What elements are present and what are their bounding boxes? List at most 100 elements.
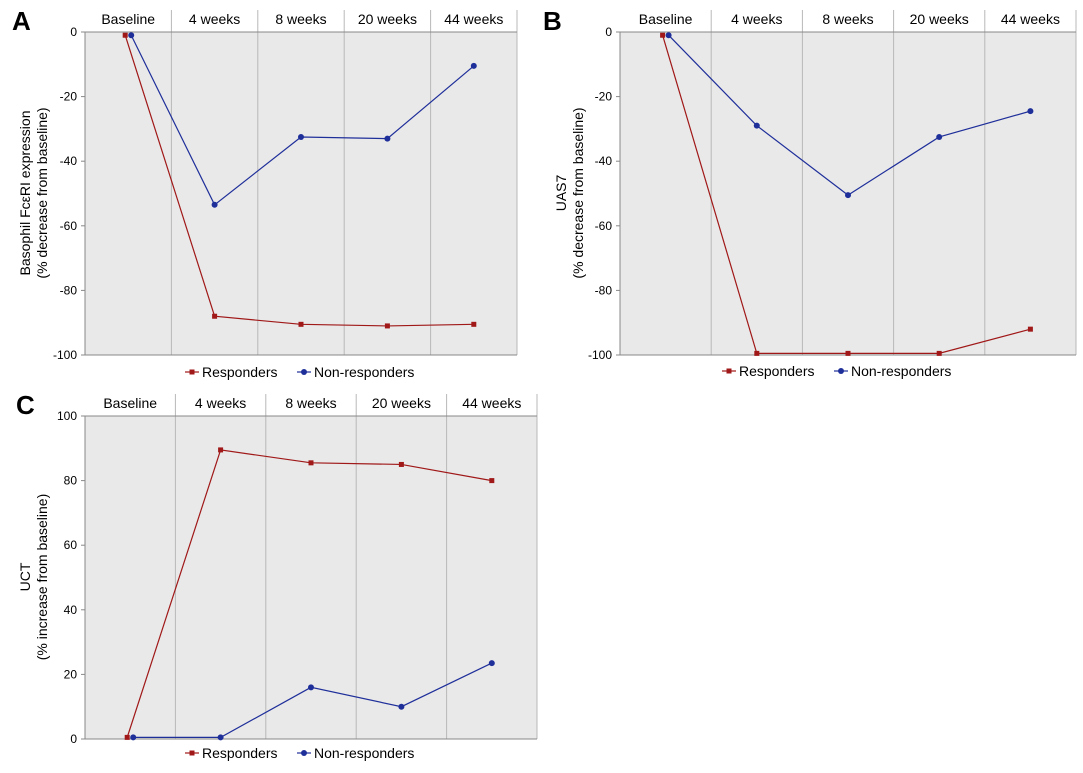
category-label: 4 weeks [195, 395, 246, 411]
legend-label-non-responders: Non-responders [314, 745, 414, 761]
legend: Responders Non-responders [722, 363, 951, 379]
data-point [845, 350, 851, 356]
data-point [298, 133, 304, 140]
y-axis-title: Basophil FcεRI expression(% decrease fro… [17, 107, 50, 278]
data-point [218, 447, 224, 453]
data-point [754, 350, 760, 356]
legend-marker-responders [726, 368, 732, 374]
category-label: 44 weeks [1001, 11, 1060, 27]
category-label: 8 weeks [822, 11, 873, 27]
y-tick-label: 20 [64, 667, 78, 681]
data-point [489, 478, 495, 484]
data-point [845, 192, 851, 199]
y-axis-title-line2: (% decrease from baseline) [570, 107, 586, 278]
y-tick-label: -60 [60, 219, 78, 233]
y-tick-label: -80 [60, 283, 78, 297]
category-label: Baseline [101, 11, 155, 27]
data-point [753, 122, 760, 129]
y-axis-title-line1: UAS7 [553, 175, 569, 212]
legend-marker-non-responders [838, 368, 844, 374]
y-tick-label: -20 [595, 90, 613, 104]
series-responders [124, 447, 495, 740]
y-tick-label: -40 [60, 154, 78, 168]
category-label: 20 weeks [372, 395, 431, 411]
category-label: 20 weeks [358, 11, 417, 27]
category-label: 8 weeks [285, 395, 336, 411]
data-point [936, 350, 942, 356]
series-responders [660, 32, 1033, 356]
legend-label-responders: Responders [202, 745, 278, 761]
legend: Responders Non-responders [185, 364, 414, 380]
category-label: 4 weeks [731, 11, 782, 27]
legend-label-responders: Responders [739, 363, 815, 379]
legend-label-non-responders: Non-responders [851, 363, 951, 379]
y-tick-label: 0 [70, 732, 77, 746]
data-point [1027, 326, 1033, 332]
legend: Responders Non-responders [185, 745, 414, 761]
category-label: 44 weeks [444, 11, 503, 27]
y-axis-title-line1: Basophil FcεRI expression [17, 111, 33, 276]
data-point [660, 32, 666, 38]
y-tick-label: -20 [60, 90, 78, 104]
legend-label-non-responders: Non-responders [314, 364, 414, 380]
y-tick-label: -60 [595, 219, 613, 233]
y-tick-label: 80 [64, 474, 78, 488]
y-tick-label: -80 [595, 283, 613, 297]
category-label: 44 weeks [462, 395, 521, 411]
data-point [124, 734, 130, 740]
data-point [212, 313, 218, 319]
series-non-responders [665, 32, 1034, 199]
category-label: 4 weeks [189, 11, 240, 27]
panel-letter: B [543, 6, 562, 36]
y-axis-title-line1: UCT [17, 562, 33, 591]
category-label: Baseline [639, 11, 693, 27]
y-axis-title: UCT(% increase from baseline) [17, 494, 50, 661]
y-tick-label: 0 [605, 25, 612, 39]
y-tick-label: 0 [70, 25, 77, 39]
data-point [398, 461, 404, 467]
y-axis-title-line2: (% increase from baseline) [34, 494, 50, 661]
data-point [128, 32, 135, 39]
series-responders [122, 32, 477, 329]
series-non-responders [130, 660, 495, 741]
y-tick-label: -40 [595, 154, 613, 168]
legend-marker-non-responders [301, 750, 307, 756]
data-point [298, 321, 304, 327]
data-point [665, 32, 672, 39]
legend-marker-responders [189, 750, 195, 756]
y-tick-label: -100 [53, 348, 77, 362]
data-point [308, 460, 314, 466]
y-axis-title-line2: (% decrease from baseline) [34, 107, 50, 278]
panel-letter: C [16, 390, 35, 420]
category-label: 8 weeks [275, 11, 326, 27]
y-tick-label: -100 [588, 348, 612, 362]
category-label: 20 weeks [910, 11, 969, 27]
data-point [471, 321, 477, 327]
data-point [398, 703, 405, 710]
data-point [217, 734, 224, 741]
data-point [122, 32, 128, 38]
data-point [384, 323, 390, 329]
data-point [130, 734, 137, 741]
plot-area [85, 32, 517, 355]
panel-letter: A [12, 6, 31, 36]
data-point [384, 135, 391, 142]
legend-label-responders: Responders [202, 364, 278, 380]
data-point [308, 684, 314, 691]
y-axis-title: UAS7(% decrease from baseline) [553, 107, 586, 278]
data-point [470, 62, 477, 69]
data-point [211, 201, 218, 208]
y-tick-label: 100 [57, 409, 77, 423]
category-label: Baseline [103, 395, 157, 411]
series-non-responders [128, 32, 477, 208]
chart-panel-a: A 0 -20 -40 -60 -80 -100 Baseline 4 weeks 8 weeks… [12, 6, 518, 380]
legend-marker-responders [189, 369, 195, 375]
y-tick-label: 60 [64, 538, 78, 552]
data-point [936, 133, 943, 140]
legend-marker-non-responders [301, 369, 307, 375]
chart-panel-b: B 0 -20 -40 -60 -80 -100 Baseline 4 weeks 8 weeks… [543, 6, 1077, 379]
data-point [488, 660, 495, 667]
data-point [1027, 108, 1034, 115]
chart-panel-c: C 100 80 60 40 20 0 Baseline 4 weeks 8 weeks 20 we… [16, 390, 538, 761]
